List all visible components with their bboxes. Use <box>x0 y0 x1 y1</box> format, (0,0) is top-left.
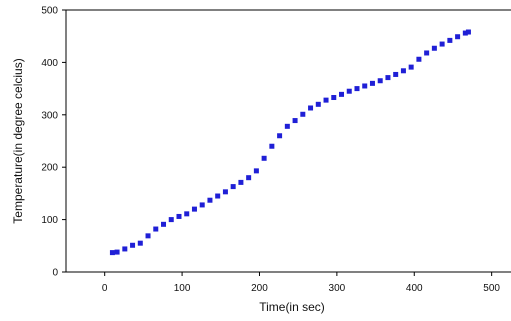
x-tick-label: 0 <box>102 283 108 294</box>
data-point <box>308 105 314 111</box>
x-tick-label: 300 <box>329 283 346 294</box>
data-point <box>339 91 345 97</box>
data-point <box>416 56 422 62</box>
data-point <box>439 41 445 47</box>
x-tick-label: 100 <box>174 283 191 294</box>
data-point <box>269 143 275 149</box>
data-point <box>284 123 290 129</box>
data-point <box>222 189 228 195</box>
data-point <box>130 242 136 248</box>
data-point <box>385 75 391 81</box>
data-point <box>253 168 259 174</box>
data-point <box>277 133 283 139</box>
x-tick-label: 500 <box>483 283 500 294</box>
data-point <box>199 202 205 208</box>
data-point <box>122 246 128 252</box>
y-tick-label: 500 <box>41 6 58 17</box>
data-point <box>377 78 383 84</box>
data-point <box>292 118 298 124</box>
x-tick-label: 200 <box>251 283 268 294</box>
data-points <box>109 29 471 256</box>
y-tick-label: 0 <box>52 268 58 279</box>
data-point <box>246 175 252 181</box>
data-point <box>300 111 306 117</box>
data-point <box>393 71 399 77</box>
data-point <box>462 30 468 36</box>
data-point <box>346 88 352 94</box>
x-axis-title: Time(in sec) <box>259 300 325 314</box>
data-point <box>424 50 430 56</box>
x-tick-label: 400 <box>406 283 423 294</box>
x-axis-ticks: 0 100 200 300 400 500 <box>102 272 500 294</box>
y-tick-label: 200 <box>41 163 58 174</box>
data-point <box>114 249 120 255</box>
y-axis-title: Temperature(in degree celcius) <box>11 58 25 223</box>
data-point <box>354 86 360 92</box>
data-point <box>109 250 115 256</box>
plot-frame <box>65 9 511 273</box>
data-point <box>145 233 151 239</box>
data-point <box>447 37 453 43</box>
y-tick-label: 400 <box>41 58 58 69</box>
y-tick-label: 100 <box>41 215 58 226</box>
data-point <box>408 64 414 70</box>
data-point <box>331 95 337 101</box>
data-point <box>362 83 368 89</box>
data-point <box>230 184 236 190</box>
data-point <box>137 240 143 246</box>
data-point <box>238 179 244 185</box>
data-point <box>369 80 375 86</box>
data-point <box>315 101 321 107</box>
data-point <box>176 213 182 219</box>
data-point <box>455 34 461 40</box>
data-point <box>168 217 174 223</box>
data-point <box>215 193 221 199</box>
y-axis-ticks: 0 100 200 300 400 500 <box>41 6 66 279</box>
data-point <box>207 197 213 203</box>
data-point <box>191 206 197 212</box>
data-point <box>153 226 159 232</box>
data-point <box>161 221 167 227</box>
data-point <box>323 97 329 103</box>
data-point <box>184 211 190 217</box>
data-point <box>261 155 267 161</box>
data-point <box>400 68 406 74</box>
data-point <box>465 29 471 35</box>
y-tick-label: 300 <box>41 110 58 121</box>
data-point <box>431 45 437 51</box>
